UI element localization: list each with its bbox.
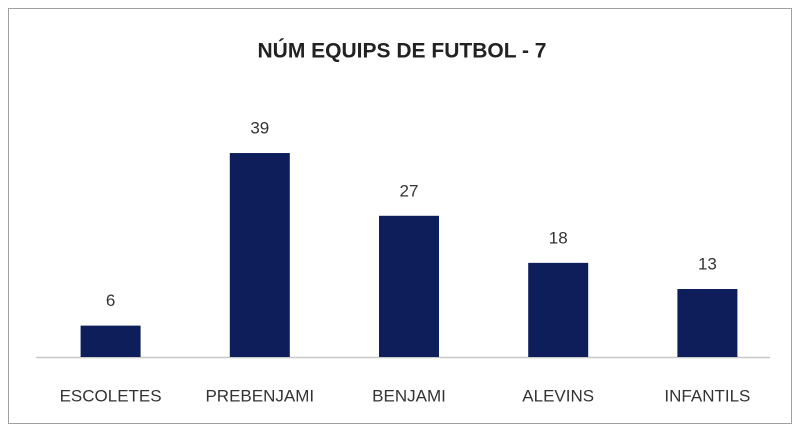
x-tick-label: PREBENJAMI bbox=[205, 386, 314, 405]
x-tick-label: INFANTILS bbox=[664, 386, 750, 405]
x-tick-label: BENJAMI bbox=[372, 386, 446, 405]
data-label: 18 bbox=[549, 228, 568, 247]
data-label: 6 bbox=[106, 291, 115, 310]
data-label: 39 bbox=[250, 119, 269, 138]
bar bbox=[677, 289, 738, 357]
bar bbox=[379, 215, 439, 357]
bar bbox=[528, 262, 589, 357]
x-tick-label: ESCOLETES bbox=[60, 386, 162, 405]
bar bbox=[229, 153, 290, 357]
data-label: 27 bbox=[400, 181, 419, 200]
chart-title: NÚM EQUIPS DE FUTBOL - 7 bbox=[258, 39, 547, 63]
x-tick-label: ALEVINS bbox=[522, 386, 594, 405]
data-label: 13 bbox=[698, 254, 717, 273]
bar bbox=[80, 325, 141, 357]
